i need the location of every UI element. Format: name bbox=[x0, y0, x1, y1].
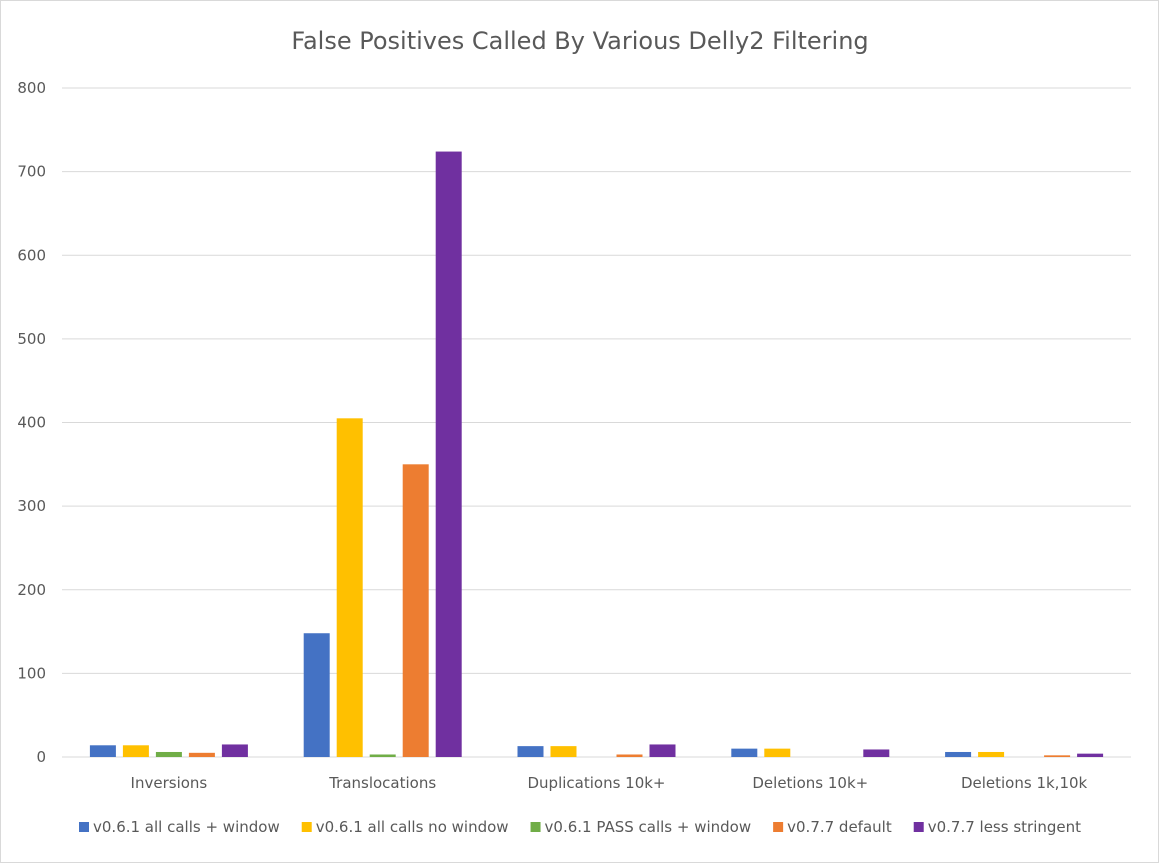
legend-swatch bbox=[79, 822, 89, 832]
x-axis-category-labels: Inversions Translocations Duplications 10k… bbox=[131, 774, 1088, 792]
bar bbox=[402, 464, 429, 757]
bar bbox=[122, 745, 149, 757]
legend-swatch bbox=[530, 822, 541, 832]
bar bbox=[731, 748, 758, 757]
y-tick-label: 700 bbox=[17, 163, 46, 181]
y-axis-tick-labels: 0 100 200 300 400 500 600 700 800 bbox=[17, 79, 46, 766]
legend-swatch bbox=[773, 822, 784, 832]
bar bbox=[89, 745, 116, 757]
x-category-label: Inversions bbox=[131, 774, 208, 792]
y-tick-label: 800 bbox=[17, 79, 46, 97]
x-category-label: Duplications 10k+ bbox=[527, 774, 665, 792]
y-tick-label: 600 bbox=[17, 246, 46, 264]
x-category-label: Translocations bbox=[328, 774, 436, 792]
bar bbox=[550, 746, 577, 757]
x-category-label: Deletions 1k,10k bbox=[961, 774, 1088, 792]
legend-label: v0.6.1 all calls + window bbox=[93, 818, 280, 836]
bar bbox=[945, 751, 972, 757]
bar bbox=[1077, 753, 1104, 757]
legend-label: v0.6.1 PASS calls + window bbox=[545, 818, 752, 836]
bar bbox=[517, 746, 544, 757]
x-category-label: Deletions 10k+ bbox=[752, 774, 868, 792]
y-tick-label: 300 bbox=[17, 497, 46, 515]
bar bbox=[155, 751, 182, 757]
bar bbox=[649, 744, 676, 757]
bar bbox=[369, 754, 396, 757]
y-tick-label: 400 bbox=[17, 414, 46, 432]
bar bbox=[616, 754, 643, 757]
y-tick-label: 100 bbox=[17, 664, 46, 682]
legend: v0.6.1 all calls + window v0.6.1 all call… bbox=[79, 818, 1081, 836]
bars bbox=[89, 151, 1104, 757]
bar bbox=[863, 749, 890, 757]
bar bbox=[221, 744, 248, 757]
bar bbox=[336, 418, 363, 757]
y-tick-label: 0 bbox=[36, 748, 46, 766]
legend-swatch bbox=[913, 822, 924, 832]
chart-title: False Positives Called By Various Delly2… bbox=[291, 27, 868, 55]
bar bbox=[978, 751, 1005, 757]
legend-label: v0.7.7 default bbox=[787, 818, 892, 836]
y-tick-label: 500 bbox=[17, 330, 46, 348]
y-tick-label: 200 bbox=[17, 581, 46, 599]
gridlines bbox=[62, 87, 1131, 758]
bar bbox=[303, 633, 330, 757]
bar bbox=[188, 752, 215, 757]
bar bbox=[1044, 755, 1071, 757]
legend-label: v0.6.1 all calls no window bbox=[316, 818, 509, 836]
bar bbox=[764, 748, 791, 757]
legend-label: v0.7.7 less stringent bbox=[928, 818, 1081, 836]
legend-swatch bbox=[301, 822, 312, 832]
bar bbox=[435, 151, 462, 757]
